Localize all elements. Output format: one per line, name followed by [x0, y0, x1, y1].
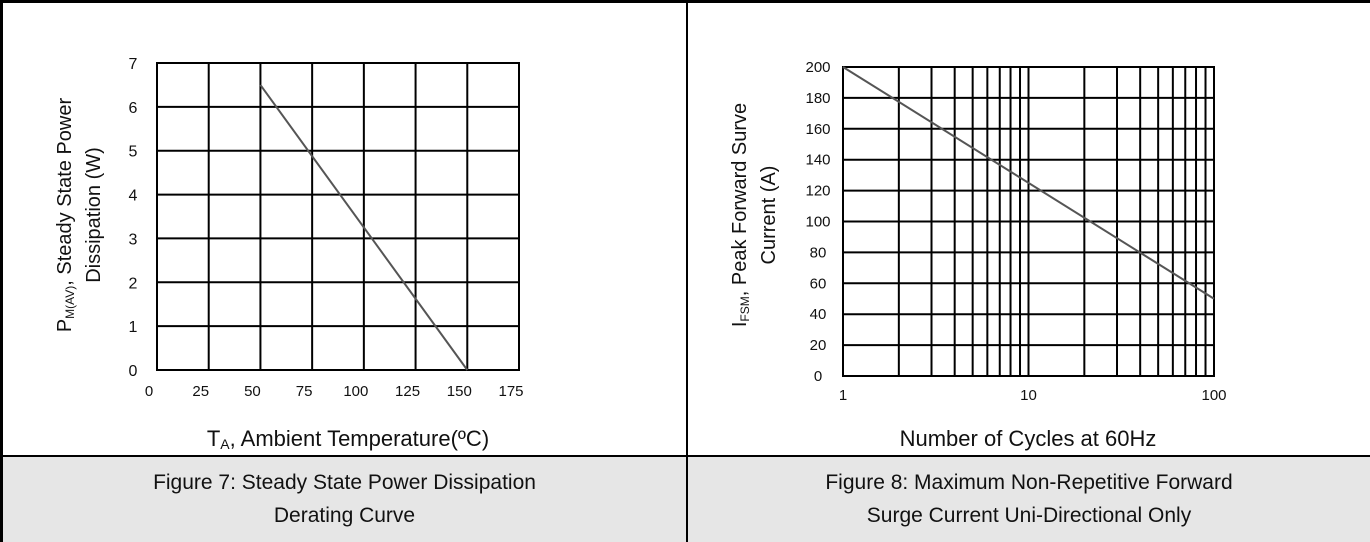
y-tick-label: 5 [129, 144, 138, 161]
y-tick-label: 20 [810, 337, 827, 354]
y-tick-label: 80 [810, 244, 827, 261]
series-line [259, 84, 469, 371]
y-tick-label: 1 [129, 319, 138, 336]
x-tick-label: 10 [1020, 387, 1037, 404]
y-tick-label: 60 [810, 275, 827, 292]
x-axis-label: TA, Ambient Temperature(ºC) [207, 426, 489, 452]
figure-8-caption: Figure 8: Maximum Non-Repetitive Forward… [688, 455, 1370, 542]
figure-7-chart: 0 25 50 75 100 125 150 175 0 1 2 3 4 5 6 7 PM(AV), Stead… [54, 56, 524, 452]
y-tick-label: 200 [805, 59, 830, 76]
y-tick-label: 2 [129, 275, 138, 292]
x-tick-label: 175 [498, 383, 523, 400]
y-tick-label: 160 [805, 121, 830, 138]
y-tick-label: 100 [805, 214, 830, 231]
x-tick-label: 75 [296, 383, 313, 400]
y-tick-label: 6 [129, 100, 138, 117]
figure-7-caption: Figure 7: Steady State Power Dissipation… [3, 455, 686, 542]
y-axis-label: IFSM, Peak Forward Surve [729, 103, 752, 327]
y-tick-label: 0 [814, 368, 822, 385]
plot-frame [156, 62, 520, 371]
y-tick-label: 4 [129, 188, 138, 205]
x-tick-label: 1 [839, 387, 847, 404]
figure-7-panel: 0 25 50 75 100 125 150 175 0 1 2 3 4 5 6 7 PM(AV), Stead… [3, 3, 688, 542]
y-tick-label: 180 [805, 90, 830, 107]
figure-7-chart-area: 0 25 50 75 100 125 150 175 0 1 2 3 4 5 6 7 PM(AV), Stead… [3, 3, 686, 455]
y-tick-label: 7 [129, 56, 138, 73]
figure-7-caption-line2: Derating Curve [273, 504, 416, 527]
x-tick-label: 100 [1201, 387, 1226, 404]
y-tick-label: 0 [129, 363, 138, 380]
x-tick-label: 50 [244, 383, 261, 400]
y-tick-label: 140 [805, 152, 830, 169]
x-tick-label: 150 [447, 383, 472, 400]
x-tick-label: 0 [145, 383, 153, 400]
y-axis-label-line2: Current (A) [758, 166, 780, 265]
figure-8-caption-line2: Surge Current Uni-Directional Only [866, 504, 1192, 527]
y-tick-label: 120 [805, 183, 830, 200]
y-axis-label-line2: Dissipation (W) [83, 147, 105, 283]
x-tick-label: 125 [395, 383, 420, 400]
figure-8-panel: 1 10 100 0 20 40 60 80 100 120 140 160 180 200 IFSM, P… [688, 3, 1370, 542]
x-axis-label: Number of Cycles at 60Hz [900, 426, 1157, 451]
figure-8-caption-line1: Figure 8: Maximum Non-Repetitive Forward [825, 471, 1233, 494]
figure-7-caption-line1: Figure 7: Steady State Power Dissipation [153, 471, 536, 494]
series-line [842, 66, 1215, 300]
x-tick-label: 100 [343, 383, 368, 400]
figure-8-chart-area: 1 10 100 0 20 40 60 80 100 120 140 160 180 200 IFSM, P… [688, 3, 1370, 455]
figure-8-chart: 1 10 100 0 20 40 60 80 100 120 140 160 180 200 IFSM, P… [729, 59, 1227, 451]
y-axis-label: PM(AV), Steady State Power [54, 97, 77, 332]
y-tick-label: 40 [810, 306, 827, 323]
x-tick-label: 25 [192, 383, 209, 400]
y-tick-label: 3 [129, 231, 138, 248]
